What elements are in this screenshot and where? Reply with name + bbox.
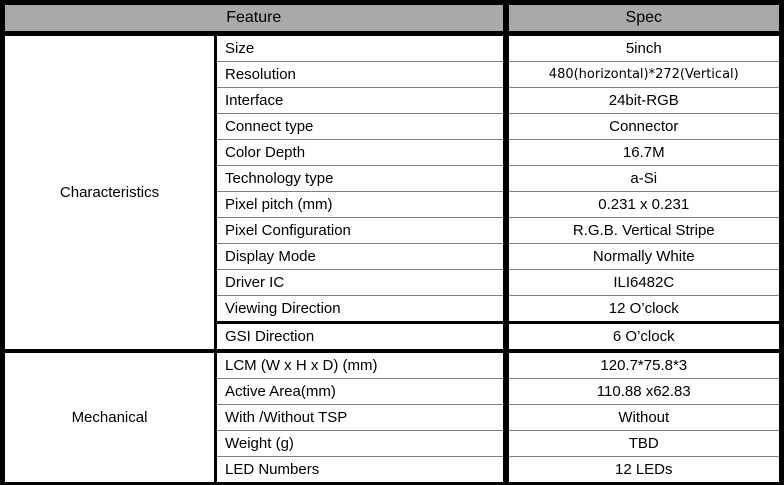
spec-cell: 5inch <box>502 33 784 62</box>
table-row: Display Mode Normally White <box>3 243 784 270</box>
feature-cell: Resolution <box>213 61 507 88</box>
feature-cell: Technology type <box>213 165 507 192</box>
feature-cell: Interface <box>213 87 507 114</box>
feature-cell: With /Without TSP <box>213 404 507 431</box>
table-row: Pixel pitch (mm) 0.231 x 0.231 <box>3 191 784 218</box>
spec-cell: 12 LEDs <box>502 456 784 485</box>
spec-cell: Connector <box>502 113 784 140</box>
spec-cell: R.G.B. Vertical Stripe <box>502 217 784 244</box>
table-row: Weight (g) TBD <box>3 430 784 457</box>
feature-cell: Viewing Direction <box>213 295 507 323</box>
table-row: Color Depth 16.7M <box>3 139 784 166</box>
feature-cell: Size <box>213 33 507 62</box>
spec-cell: 120.7*75.8*3 <box>502 349 784 379</box>
table-row: Active Area(mm) 110.88 x62.83 <box>3 378 784 405</box>
feature-cell: Display Mode <box>213 243 507 270</box>
table-row: Mechanical LCM (W x H x D) (mm) 120.7*75… <box>0 349 784 485</box>
table-row: Interface 24bit-RGB <box>3 87 784 114</box>
mechanical-group-cell: Mechanical <box>0 349 217 485</box>
feature-cell: GSI Direction <box>213 321 507 352</box>
spec-cell: 6 O’clock <box>502 321 784 352</box>
spec-cell: 12 O’clock <box>502 295 784 323</box>
feature-header-cell: Feature <box>0 0 507 36</box>
spec-cell: Normally White <box>502 243 784 270</box>
spec-header-cell: Spec <box>502 0 784 36</box>
table-row: Driver IC ILI6482C <box>3 269 784 296</box>
table-row: GSI Direction 6 O’clock <box>3 321 784 352</box>
feature-cell: Connect type <box>213 113 507 140</box>
spec-cell: 110.88 x62.83 <box>502 378 784 405</box>
table-row: Pixel Configuration R.G.B. Vertical Stri… <box>3 217 784 244</box>
table-row: Characteristics Size 5inch <box>0 33 784 353</box>
spec-cell: TBD <box>502 430 784 457</box>
characteristics-group-cell: Characteristics <box>0 33 217 353</box>
spec-cell: Without <box>502 404 784 431</box>
spec-cell: 480(horizontal)*272(Vertical) <box>502 61 784 88</box>
feature-cell: Driver IC <box>213 269 507 296</box>
spec-cell: 0.231 x 0.231 <box>502 191 784 218</box>
spec-cell: a-Si <box>502 165 784 192</box>
feature-cell: LCM (W x H x D) (mm) <box>213 349 507 379</box>
table-row: Resolution 480(horizontal)*272(Vertical) <box>3 61 784 88</box>
feature-cell: Weight (g) <box>213 430 507 457</box>
table-row: Technology type a-Si <box>3 165 784 192</box>
spec-cell: 16.7M <box>502 139 784 166</box>
spec-cell: ILI6482C <box>502 269 784 296</box>
table-header-row: Feature Spec <box>0 0 784 36</box>
table-row: With /Without TSP Without <box>3 404 784 431</box>
feature-cell: Color Depth <box>213 139 507 166</box>
feature-cell: Pixel pitch (mm) <box>213 191 507 218</box>
spec-cell: 24bit-RGB <box>502 87 784 114</box>
feature-cell: Active Area(mm) <box>213 378 507 405</box>
feature-cell: LED Numbers <box>213 456 507 485</box>
feature-cell: Pixel Configuration <box>213 217 507 244</box>
table-row: LED Numbers 12 LEDs <box>3 456 784 485</box>
table-row: Connect type Connector <box>3 113 784 140</box>
